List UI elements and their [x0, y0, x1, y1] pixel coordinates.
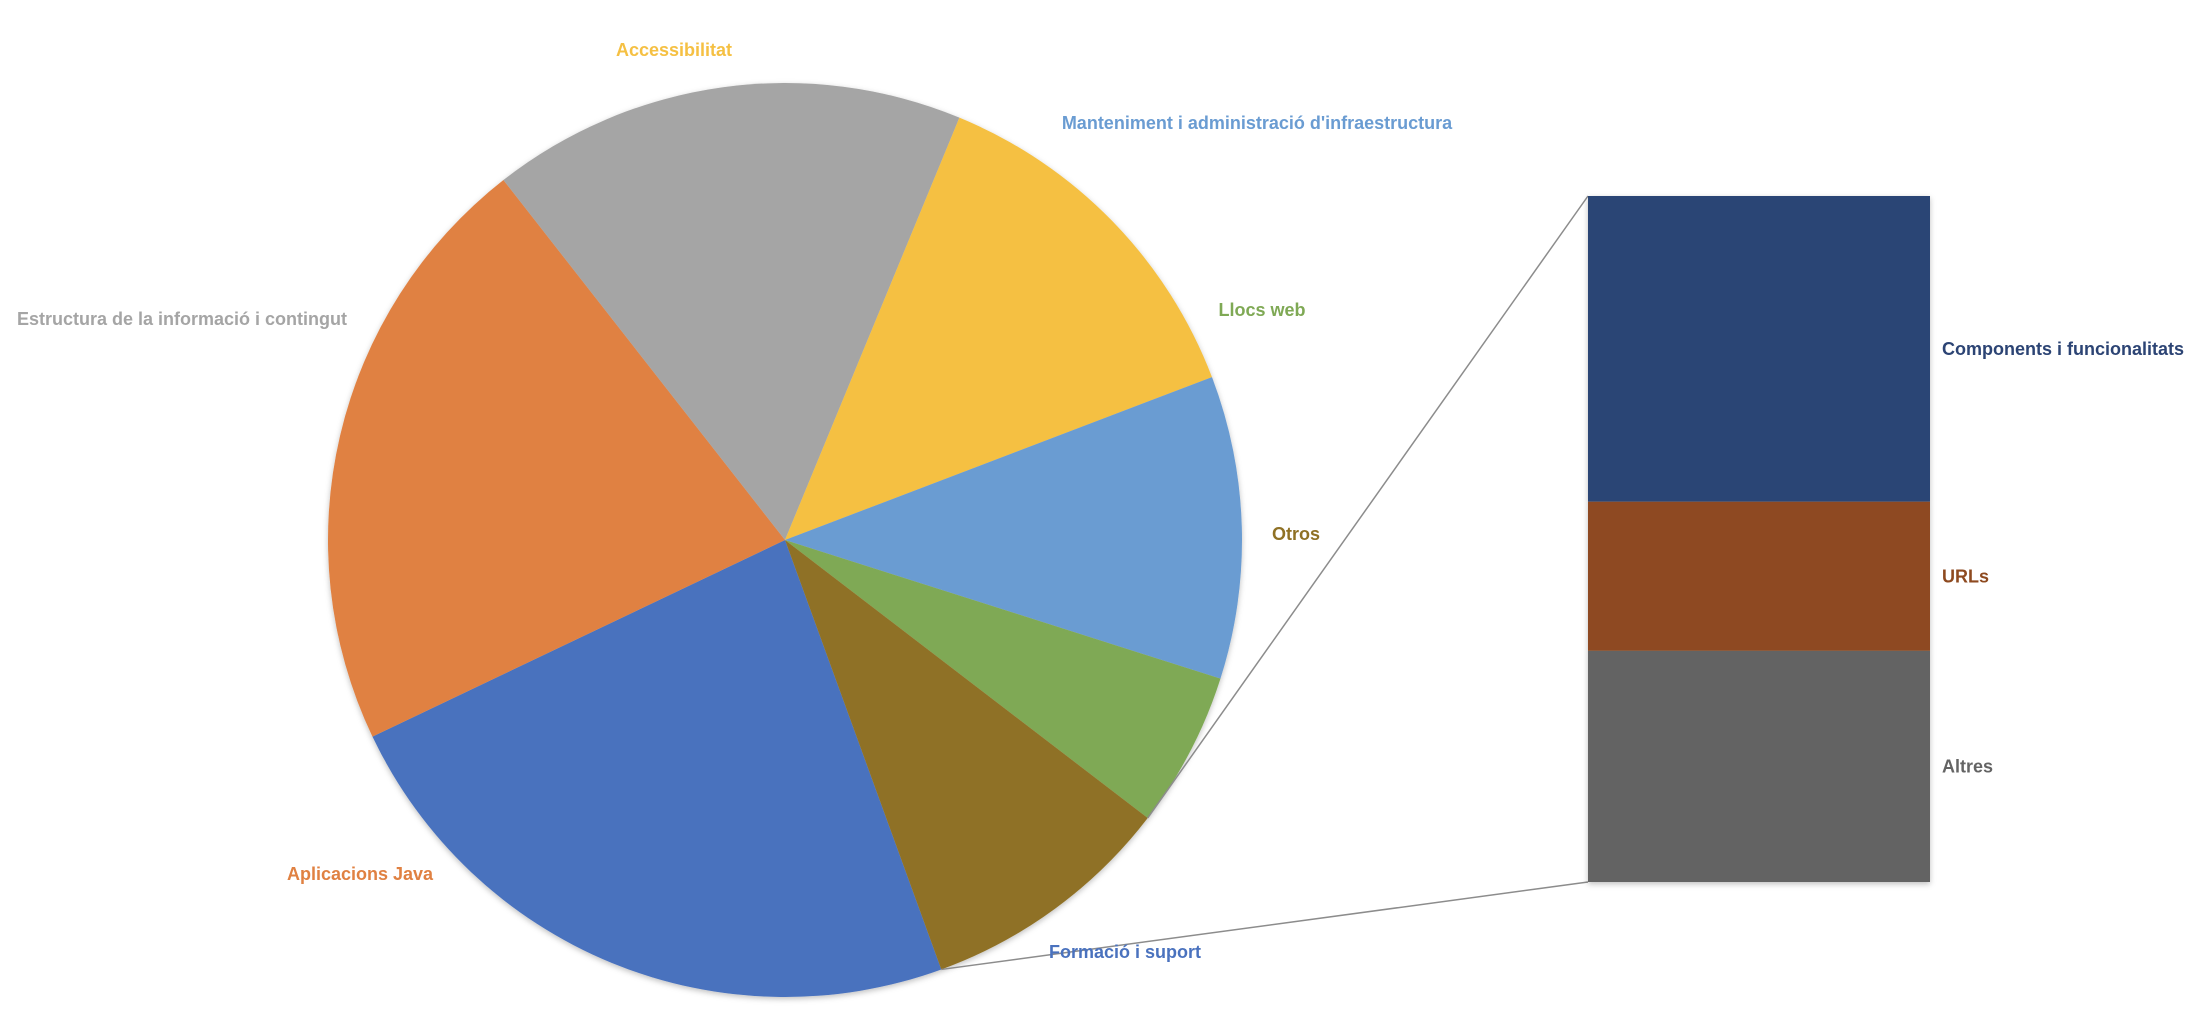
data-labels: Formació i suport Aplicacions Java Estruct… — [17, 40, 2184, 962]
label-formacio-i-suport: Formació i suport — [1049, 942, 1201, 962]
pie-slice-otros — [785, 540, 1148, 970]
label-accessibilitat: Accessibilitat — [616, 40, 732, 60]
pie-slice-llocs-web — [785, 540, 1221, 818]
pie-slice-estructura-de-la-informacio-i-contingut — [503, 82, 960, 540]
label-components-i-funcionalitats: Components i funcionalitats — [1942, 339, 2184, 359]
label-otros: Otros — [1272, 524, 1320, 544]
pie-slice-aplicacions-java — [327, 180, 785, 737]
bar-segment-altres — [1588, 650, 1930, 882]
label-aplicacions-java: Aplicacions Java — [287, 864, 434, 884]
label-altres: Altres — [1942, 756, 1993, 776]
bar-segment-components-i-funcionalitats — [1588, 196, 1930, 502]
label-manteniment-i-administracio-d-infraestructura: Manteniment i administració d'infraestru… — [1062, 113, 1453, 133]
connector-line-bottom — [941, 881, 1589, 971]
pie-slice-formacio-i-suport — [372, 540, 942, 998]
connector-line-top — [1147, 195, 1589, 819]
connector-lines — [941, 195, 1589, 971]
pie-slice-manteniment-i-administracio-d-infraestructura — [785, 377, 1243, 679]
pie — [327, 82, 1243, 998]
label-llocs-web: Llocs web — [1218, 300, 1305, 320]
label-estructura-de-la-informacio-i-contingut: Estructura de la informació i contingut — [17, 309, 347, 329]
breakdown-bar — [1588, 196, 1930, 882]
label-urls: URLs — [1942, 566, 1989, 586]
bar-segment-urls — [1588, 501, 1930, 651]
pie-slice-accessibilitat — [785, 117, 1212, 540]
